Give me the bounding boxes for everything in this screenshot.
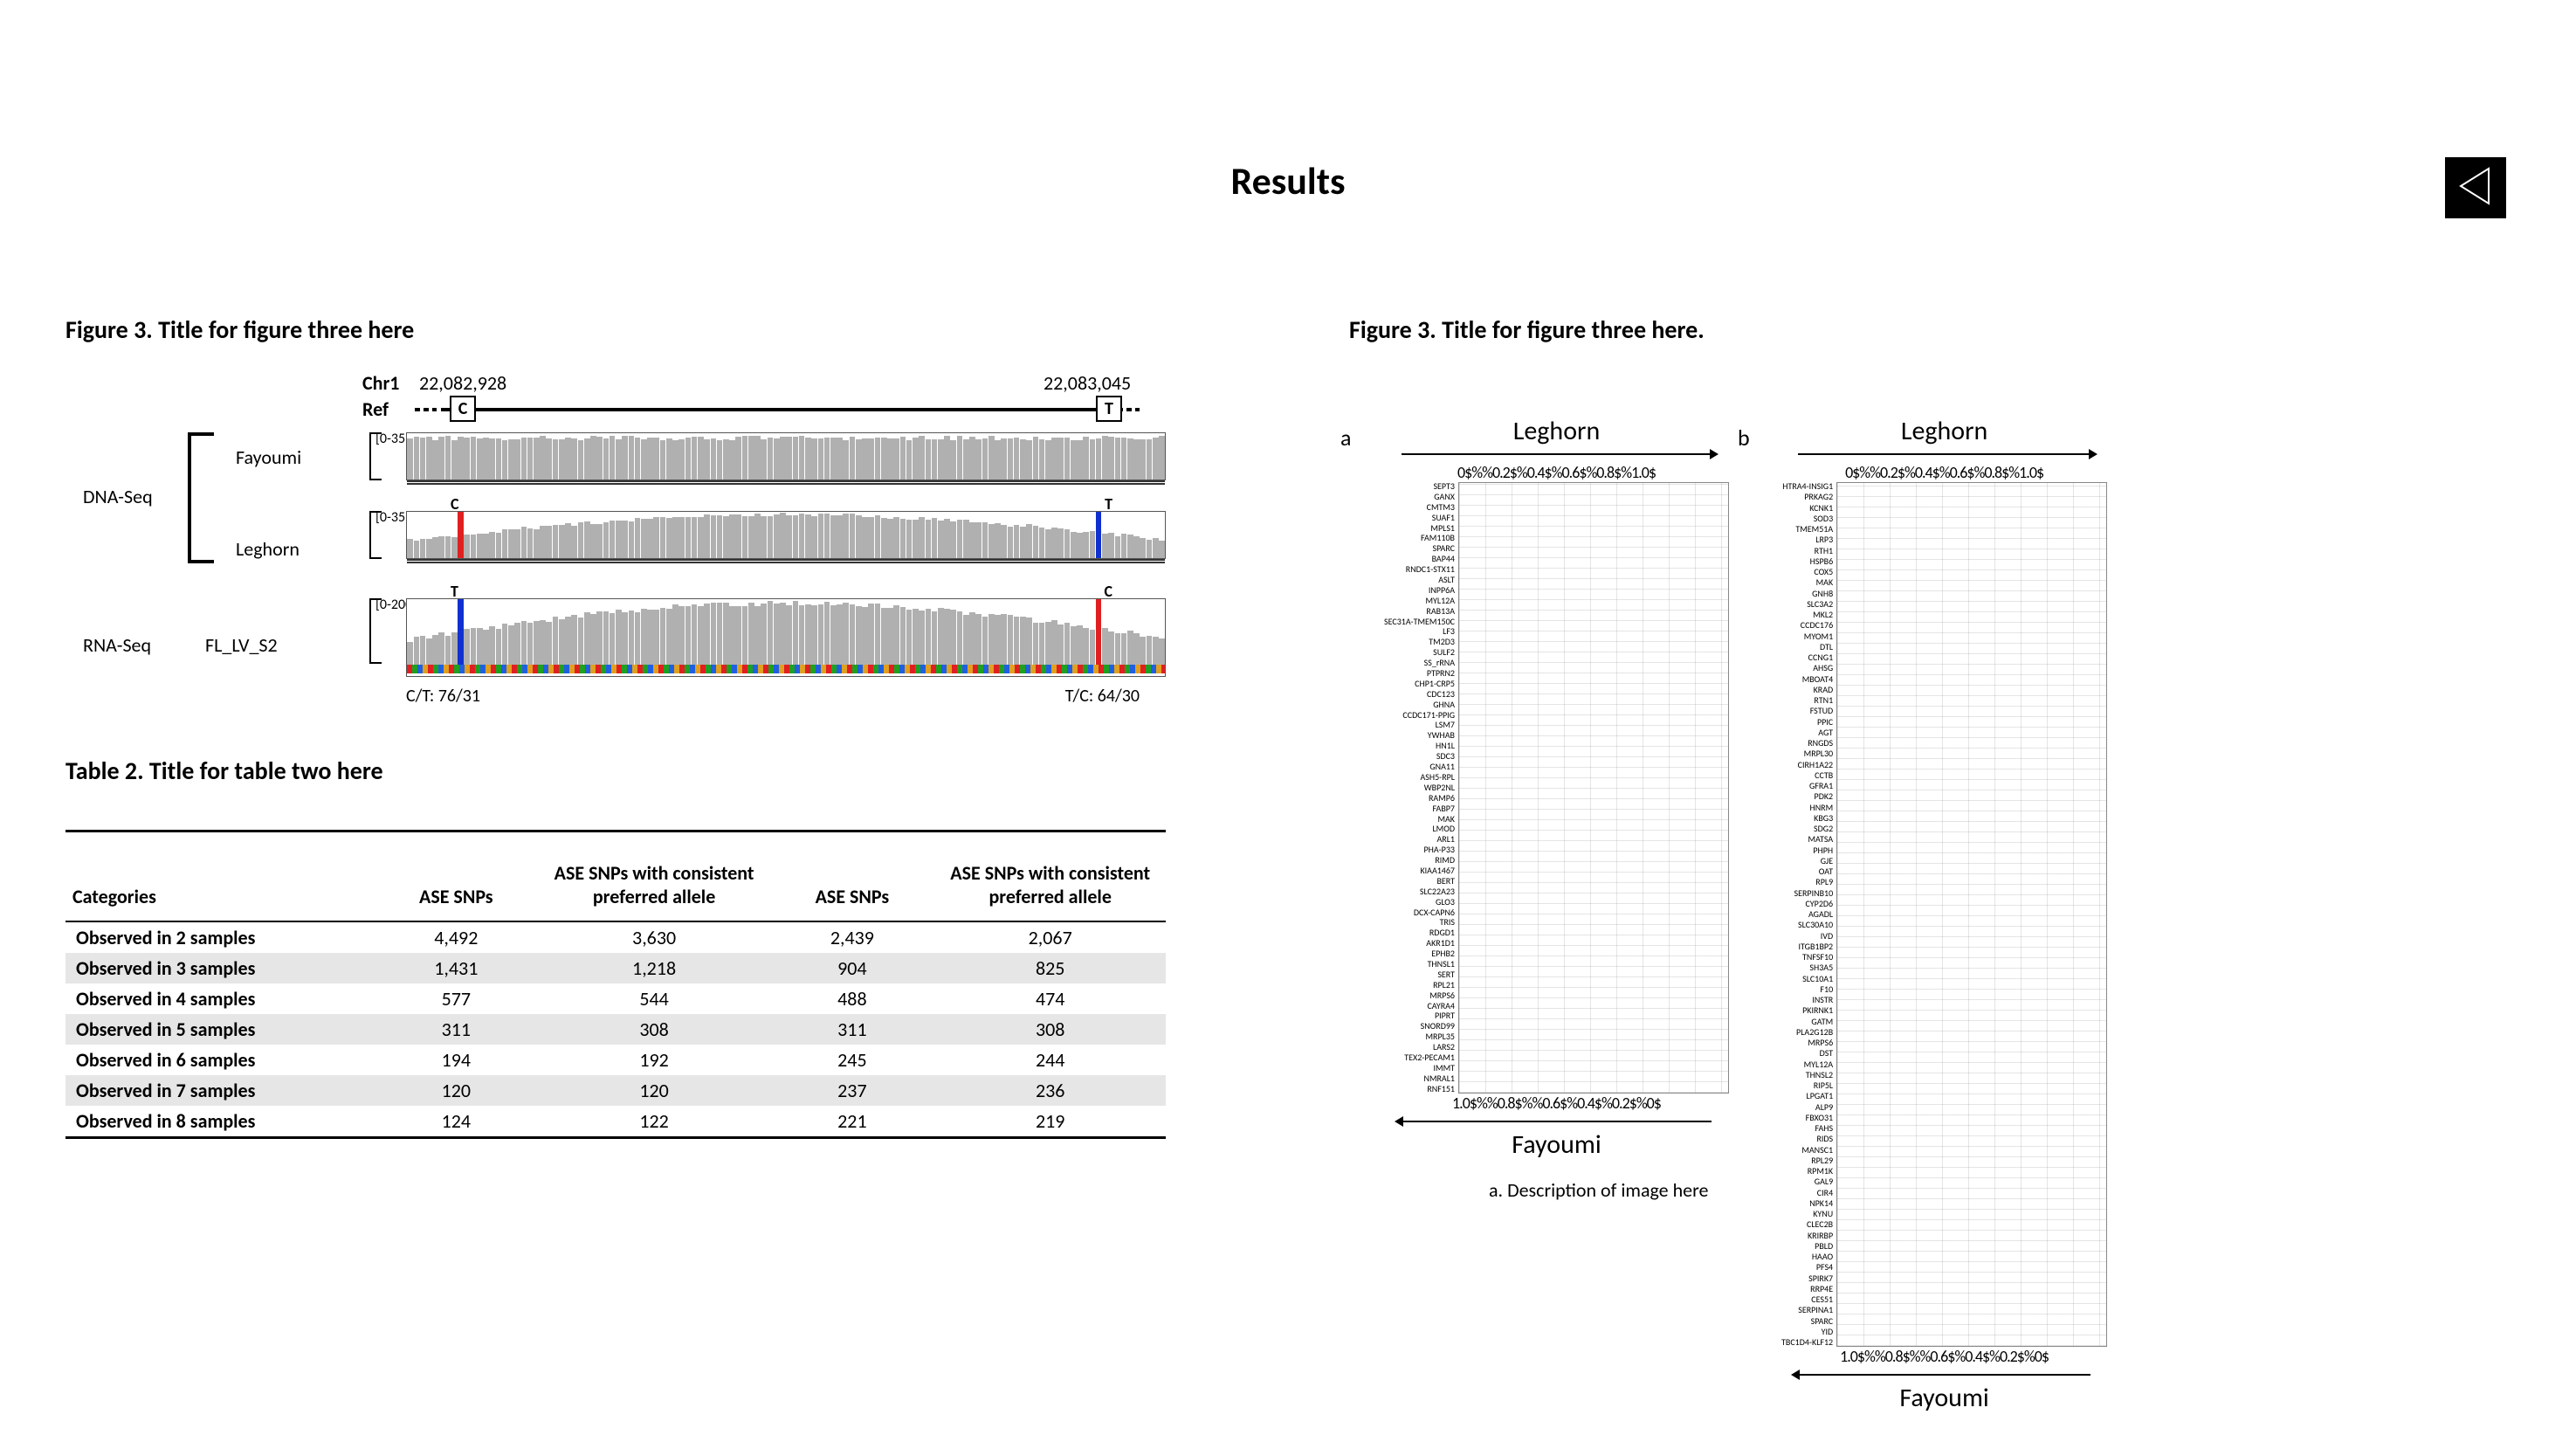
ref-label: Ref (362, 397, 389, 421)
panel-a-grid (1458, 482, 1729, 1094)
panel-b-bot-axis: 1.0$%%0.8$%%0.6$%0.4$%0.2$%0$ (1781, 1347, 2107, 1366)
allele-box-left: C (450, 396, 476, 422)
table-row: Observed in 4 samples577544488474 (65, 983, 1166, 1014)
panel-b-grid (1836, 482, 2107, 1347)
dna-seq-label: DNA-Seq (83, 485, 153, 508)
fayoumi-label: Fayoumi (236, 445, 301, 469)
figure3-left-title: Figure 3. Title for figure three here (65, 314, 1201, 345)
fayoumi-track (406, 432, 1166, 480)
panel-a-letter: a (1340, 424, 1351, 452)
leghorn-snp-left-label: C (451, 494, 459, 514)
table-col-4: ASE SNPs with consistent preferred allel… (934, 831, 1166, 922)
panel-a-caption: a. Description of image here (1489, 1178, 1729, 1202)
nav-back-button[interactable] (2445, 157, 2506, 218)
arrow-right-icon (1781, 449, 2107, 459)
table-col-1: ASE SNPs (374, 831, 539, 922)
sample-label: FL_LV_S2 (205, 633, 278, 657)
leghorn-scale: [0-35] (375, 509, 410, 526)
ref-dash-left (415, 408, 437, 411)
table-row: Observed in 2 samples4,4923,6302,4392,06… (65, 921, 1166, 953)
chr-label: Chr1 (362, 371, 399, 395)
panel-b-gene-labels: HTRA4-INSIG1PRKAG2KCNK1SOD3TMEM51ALRP3RT… (1781, 482, 1836, 1347)
table2-title: Table 2. Title for table two here (65, 756, 1201, 786)
heatmap-panel-b: b Leghorn 0$%%0.2$%0.4$%0.6$%0.8$%1.0$ H… (1781, 415, 2107, 1414)
panel-a-bot-axis: 1.0$%%0.8$%%0.6$%0.4$%0.2$%0$ (1384, 1094, 1729, 1113)
leghorn-snp-right-label: T (1105, 494, 1112, 514)
arrow-left-icon (1781, 1370, 2107, 1380)
panel-b-bot-label: Fayoumi (1781, 1382, 2107, 1414)
coord-right: 22,083,045 (1043, 371, 1131, 395)
table2: CategoriesASE SNPsASE SNPs with consiste… (65, 830, 1166, 1139)
genome-browser-figure: Chr1 22,082,928 22,083,045 Ref C T DNA-S… (65, 371, 1166, 721)
table-row: Observed in 6 samples194192245244 (65, 1045, 1166, 1075)
ref-line (441, 408, 1113, 411)
leghorn-track: C T (406, 511, 1166, 559)
triangle-left-icon (2454, 164, 2497, 212)
page-title: Results (0, 157, 2576, 204)
panel-b-letter: b (1738, 424, 1750, 452)
heatmap-panel-a: a Leghorn 0$%%0.2$%0.4$%0.6$%0.8$%1.0$ S… (1384, 415, 1729, 1202)
leghorn-label: Leghorn (236, 537, 300, 561)
arrow-left-icon (1384, 1116, 1729, 1127)
figure3-right-title: Figure 3. Title for figure three here. (1349, 314, 2519, 345)
right-column: Figure 3. Title for figure three here. a… (1349, 314, 2519, 1414)
panel-b-top-label: Leghorn (1781, 415, 2107, 447)
rna-snp-right-label: C (1104, 582, 1112, 601)
table-row: Observed in 5 samples311308311308 (65, 1014, 1166, 1045)
rna-track: T C (406, 598, 1166, 677)
table-col-0: Categories (65, 831, 374, 922)
table-col-2: ASE SNPs with consistent preferred allel… (539, 831, 770, 922)
fayoumi-scale: [0-35] (375, 431, 410, 447)
panel-a-top-label: Leghorn (1384, 415, 1729, 447)
panel-a-top-axis: 0$%%0.2$%0.4$%0.6$%0.8$%1.0$ (1384, 463, 1729, 482)
panel-a-gene-labels: SEPT3GANXCMTM3SUAF1MPLS1FAM110BSPARCBAP4… (1384, 482, 1458, 1094)
arrow-right-icon (1384, 449, 1729, 459)
ratio-left: C/T: 76/31 (406, 686, 480, 707)
rna-snp-left-label: T (451, 582, 458, 601)
table-col-3: ASE SNPs (769, 831, 934, 922)
coord-left: 22,082,928 (419, 371, 506, 395)
left-column: Figure 3. Title for figure three here Ch… (65, 314, 1201, 1139)
table-row: Observed in 7 samples120120237236 (65, 1075, 1166, 1106)
panel-a-bot-label: Fayoumi (1384, 1128, 1729, 1161)
table-row: Observed in 8 samples124122221219 (65, 1106, 1166, 1138)
table-row: Observed in 3 samples1,4311,218904825 (65, 953, 1166, 983)
rna-seq-label: RNA-Seq (83, 633, 151, 657)
allele-box-right: T (1096, 396, 1122, 422)
dna-bracket (188, 432, 214, 563)
ratio-right: T/C: 64/30 (1065, 686, 1140, 707)
rna-colorstrip (407, 665, 1165, 673)
panel-b-top-axis: 0$%%0.2$%0.4$%0.6$%0.8$%1.0$ (1781, 463, 2107, 482)
